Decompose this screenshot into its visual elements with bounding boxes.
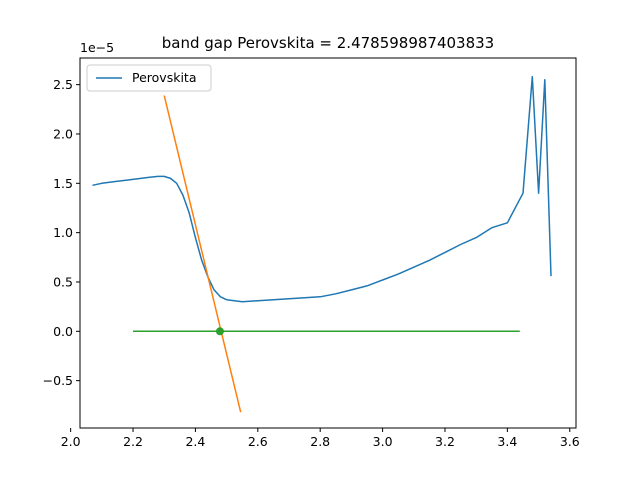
series-line-1 [163, 95, 242, 413]
legend-label-perovskita: Perovskita [132, 70, 196, 85]
y-tick-label: 1.5 [53, 176, 73, 191]
x-tick-label: 3.4 [497, 434, 517, 449]
x-tick-label: 2.4 [185, 434, 205, 449]
x-tick-label: 3.2 [435, 434, 455, 449]
y-tick-label: 2.0 [53, 126, 73, 141]
x-tick-label: 3.6 [560, 434, 580, 449]
legend: Perovskita [86, 64, 212, 92]
x-tick-label: 2.2 [123, 434, 143, 449]
x-tick-label: 3.0 [373, 434, 393, 449]
x-tick-label: 2.6 [248, 434, 268, 449]
y-offset-label: 1e−5 [80, 40, 114, 55]
plot-area [79, 57, 577, 429]
y-tick-label: 1.0 [53, 225, 73, 240]
series-layer [92, 75, 552, 413]
series-line-0 [92, 75, 552, 303]
y-tick-label: 0.5 [53, 274, 73, 289]
y-tick-label: −0.5 [43, 373, 73, 388]
y-axis: −0.5 0.0 0.5 1.0 1.5 2.0 2.5 [43, 77, 80, 388]
x-tick-label: 2.8 [310, 434, 330, 449]
y-tick-label: 0.0 [53, 324, 73, 339]
y-tick-label: 2.5 [53, 77, 73, 92]
x-tick-label: 2.0 [61, 434, 81, 449]
chart-title: band gap Perovskita = 2.478598987403833 [162, 34, 494, 52]
plot-frame [79, 57, 577, 429]
band-gap-point [215, 327, 224, 336]
x-axis: 2.0 2.2 2.4 2.6 2.8 3.0 3.2 3.4 3.6 [61, 428, 580, 449]
legend-box [86, 64, 212, 92]
